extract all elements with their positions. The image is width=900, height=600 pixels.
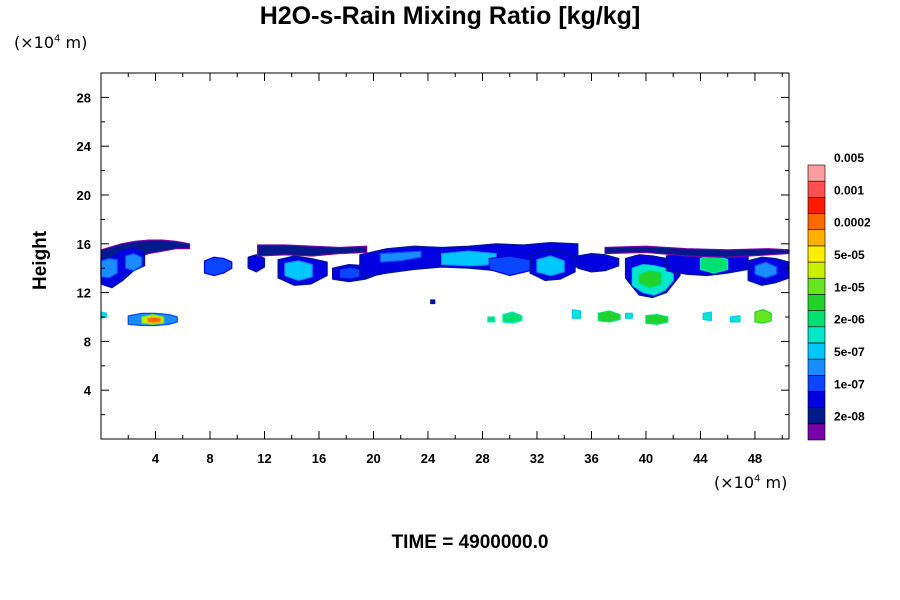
y-tick-label: 28 [77, 90, 91, 105]
contour-region-31 [502, 311, 523, 324]
y-tick-label: 20 [77, 188, 91, 203]
y-tick-label: 4 [84, 383, 92, 398]
x-unit-suffix: m) [760, 473, 788, 492]
x-axis-unit: (×104 m) [714, 473, 787, 492]
y-unit-exponent: 4 [54, 33, 61, 45]
colorbar-swatch [807, 180, 826, 198]
y-unit-suffix: m) [60, 33, 88, 52]
colorbar-label: 5e-05 [834, 248, 865, 262]
contour-region-4 [203, 256, 233, 277]
x-tick-label: 36 [584, 451, 598, 466]
y-unit-prefix: (×10 [14, 33, 55, 52]
colorbar-swatch [807, 245, 826, 263]
colorbar-swatch [807, 213, 826, 231]
contour-region-37 [729, 315, 741, 323]
contour-region-32 [571, 309, 582, 319]
contour-region-14 [488, 255, 531, 277]
colorbar-swatch [807, 261, 826, 279]
x-unit-prefix: (×10 [714, 473, 755, 492]
colorbar-swatch [807, 374, 826, 392]
contour-region-8 [284, 260, 313, 281]
contour-region-12 [379, 250, 422, 263]
x-tick-label: 24 [421, 451, 436, 466]
contour-region-6 [257, 244, 368, 257]
x-tick-label: 44 [693, 451, 708, 466]
colorbar-swatch [807, 294, 826, 311]
contour-region-28 [146, 316, 162, 324]
contour-region-5 [247, 254, 266, 273]
colorbar-swatch [807, 423, 826, 441]
colorbar-label: 2e-08 [834, 410, 865, 424]
colorbar-label: 0.005 [834, 151, 864, 165]
colorbar-label: 0.001 [834, 183, 864, 197]
y-tick-label: 24 [77, 139, 92, 154]
contour-region-38 [754, 309, 772, 324]
x-tick-label: 48 [748, 451, 762, 466]
colorbar-swatch [807, 342, 826, 360]
colorbar-label: 5e-07 [834, 345, 865, 359]
contour-region-24 [754, 261, 778, 279]
contour-region-20 [638, 270, 662, 289]
chart-title: H2O-s-Rain Mixing Ratio [kg/kg] [259, 2, 641, 30]
contour-region-34 [624, 312, 633, 319]
contour-region-39 [430, 299, 436, 305]
colorbar-swatch [807, 164, 826, 182]
plot-frame [100, 72, 790, 440]
colorbar-swatch [807, 229, 826, 247]
x-tick-label: 32 [530, 451, 544, 466]
contour-region-3 [124, 252, 143, 272]
colorbar-swatch [807, 277, 826, 295]
y-axis-unit: (×104 m) [14, 33, 87, 52]
colorbar-swatch [807, 326, 826, 344]
x-tick-label: 8 [206, 451, 213, 466]
y-tick-label: 12 [77, 286, 91, 301]
colorbar-swatch [807, 407, 826, 425]
contour-region-16 [536, 255, 565, 277]
colorbar-swatch [807, 310, 826, 328]
x-tick-label: 16 [312, 451, 326, 466]
colorbar-swatch [807, 358, 826, 376]
colorbar-label: 2e-06 [834, 313, 865, 327]
x-tick-label: 40 [639, 451, 653, 466]
x-tick-label: 20 [366, 451, 380, 466]
colorbar-label: 1e-05 [834, 280, 865, 294]
contour-region-36 [702, 311, 712, 322]
colorbar-label: 0.0002 [834, 216, 871, 230]
contour-region-17 [577, 252, 620, 273]
colorbar-label: 1e-07 [834, 377, 865, 391]
contour-region-30 [487, 316, 496, 323]
contour-regions [100, 239, 790, 327]
colorbar: 2e-08 1e-07 5e-07 2e-06 1e-05 5e-05 0.0002 0.00… [807, 151, 871, 441]
contour-region-33 [597, 310, 621, 323]
x-tick-label: 4 [152, 451, 160, 466]
colorbar-swatch [807, 197, 826, 214]
y-tick-label: 8 [84, 334, 91, 349]
contour-region-13 [440, 250, 497, 267]
contour-region-35 [645, 313, 669, 325]
contour-region-10 [338, 266, 362, 280]
time-label: TIME = 4900000.0 [391, 532, 549, 553]
colorbar-swatch [807, 391, 826, 408]
x-tick-label: 12 [257, 451, 271, 466]
y-tick-label: 16 [77, 237, 91, 252]
contour-region-25 [604, 245, 790, 258]
x-unit-exponent: 4 [754, 473, 761, 485]
x-tick-label: 28 [475, 451, 489, 466]
